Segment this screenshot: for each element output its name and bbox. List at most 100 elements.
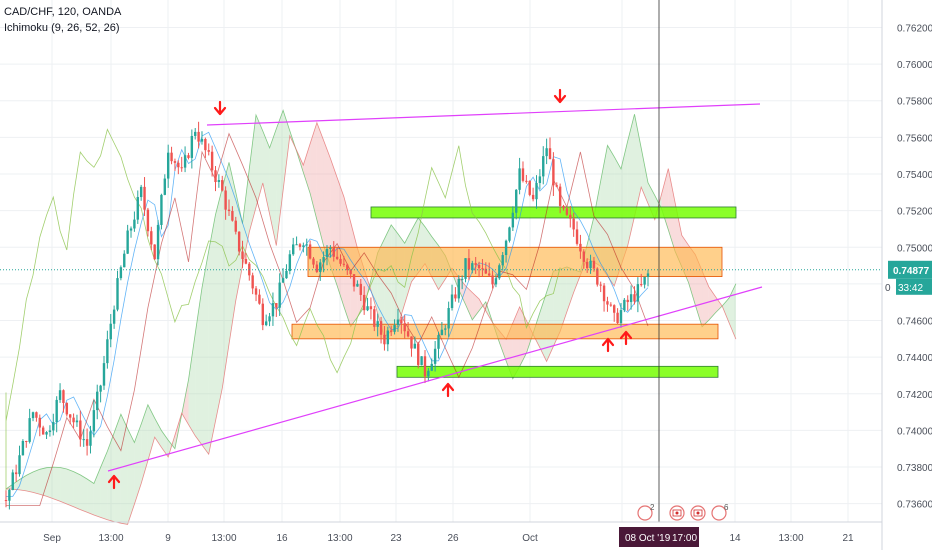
upper-trendline[interactable]	[206, 103, 761, 126]
cloud-segment	[147, 404, 155, 461]
time-axis[interactable]: Sep13:00913:001613:002326Oct71413:002108…	[0, 521, 882, 547]
candle-body	[177, 162, 180, 168]
price-tick-label: 0.74000	[897, 426, 932, 437]
cloud-segment	[249, 115, 256, 232]
candle-body	[31, 412, 35, 419]
candle-body	[487, 273, 491, 276]
cloud-segment	[26, 472, 33, 493]
candle-body	[423, 356, 427, 377]
resistance-zone[interactable]	[307, 246, 723, 277]
current-price-badge[interactable]	[888, 260, 932, 279]
candle-body	[602, 285, 606, 302]
candle-body	[21, 440, 25, 456]
lower-trendline[interactable]	[107, 286, 763, 472]
price-tick-label: 0.76000	[897, 60, 932, 71]
candle-body	[629, 294, 633, 303]
candle-body	[119, 267, 123, 279]
cloud-segment	[161, 430, 169, 457]
candle-body	[207, 150, 210, 152]
indicator-legend[interactable]: Ichimoku (9, 26, 52, 26)	[4, 22, 120, 34]
support-zone[interactable]	[370, 206, 737, 219]
time-tick-label: 23	[390, 533, 402, 544]
candle-body	[555, 185, 558, 187]
cloud-segment	[39, 467, 47, 497]
candle-body	[332, 247, 335, 257]
trendlines[interactable]	[107, 103, 763, 472]
candle-body	[237, 231, 241, 252]
cloud-segment	[256, 115, 263, 208]
candle-body	[548, 148, 552, 160]
candle-body	[498, 265, 501, 279]
maple-leaf-icon	[675, 511, 679, 515]
time-tick-label: 16	[276, 533, 288, 544]
cloud-segment	[73, 471, 81, 510]
candle-body	[92, 410, 96, 432]
candle-body	[72, 417, 75, 423]
candle-body	[319, 262, 322, 272]
cloud-segment	[323, 140, 331, 267]
cloud-segment	[134, 424, 142, 505]
cloud-segment	[269, 128, 277, 246]
cloud-segment	[566, 266, 574, 312]
candle-body	[518, 168, 521, 190]
candle-body	[356, 283, 359, 287]
candle-body	[457, 278, 460, 299]
candle-body	[501, 255, 504, 266]
price-zones	[291, 206, 737, 378]
candle-body	[204, 138, 207, 151]
cloud-segment	[465, 285, 473, 320]
candle-body	[562, 205, 565, 209]
candle-body	[69, 414, 72, 418]
resistance-zone[interactable]	[291, 323, 719, 340]
candle-body	[508, 227, 511, 241]
cloud-segment	[127, 428, 135, 525]
candle-body	[160, 194, 163, 225]
candle-body	[194, 131, 197, 136]
senkou-span-b	[5, 121, 737, 525]
cloud-segment	[60, 467, 67, 504]
support-zone[interactable]	[396, 365, 719, 378]
candle-body	[285, 271, 288, 279]
candle-body	[552, 159, 555, 186]
event-badge-group[interactable]	[711, 505, 727, 521]
price-tick-label: 0.73800	[897, 463, 932, 474]
candle-body	[288, 254, 292, 272]
candle-body	[585, 261, 589, 269]
candle-body	[440, 329, 444, 336]
candle-body	[251, 275, 254, 289]
candle-body	[329, 247, 332, 250]
candle-body	[349, 270, 352, 275]
candle-body	[82, 439, 85, 441]
candle-body	[308, 244, 312, 259]
crosshair	[0, 0, 882, 522]
candle-body	[153, 244, 156, 260]
candle-body	[322, 257, 325, 263]
cloud-segment	[100, 451, 108, 520]
candle-body	[109, 323, 112, 340]
candle-body	[35, 412, 38, 418]
candle-body	[352, 274, 356, 287]
cloud-segment	[87, 479, 94, 515]
candle-body	[190, 135, 194, 158]
down-arrow-marker	[213, 100, 227, 116]
cloud-segment	[141, 404, 148, 484]
event-badge-group[interactable]	[637, 505, 653, 521]
candle-body	[163, 178, 167, 195]
up-arrow-marker	[107, 474, 121, 490]
candle-body	[626, 299, 629, 303]
cloud-segment	[120, 414, 128, 525]
down-arrow-marker	[553, 88, 567, 104]
candle-body	[75, 420, 79, 423]
cloud-segment	[661, 168, 669, 230]
cloud-segment	[283, 110, 290, 191]
candle-body	[4, 500, 8, 502]
time-tick-label: 9	[165, 533, 171, 544]
candle-body	[596, 268, 599, 285]
candle-body	[275, 303, 278, 308]
price-tick-label: 0.74200	[897, 390, 932, 401]
candle-body	[403, 323, 406, 332]
price-tick-label: 0.75800	[897, 97, 932, 108]
price-axis[interactable]: 0.76200 0.76000 0.75800 0.75600 0.75400 0.752…	[881, 0, 932, 550]
